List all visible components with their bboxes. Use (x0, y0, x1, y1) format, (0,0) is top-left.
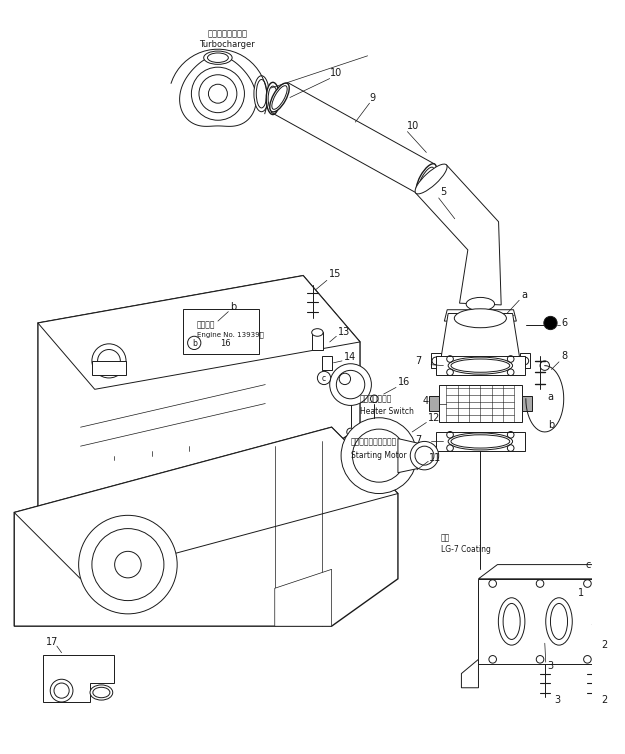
Text: 7: 7 (415, 356, 421, 366)
Text: b: b (548, 420, 554, 431)
Text: 7: 7 (415, 434, 421, 445)
Text: 12: 12 (428, 412, 441, 423)
Text: a: a (548, 392, 554, 402)
Text: ターボチャージャ: ターボチャージャ (208, 29, 248, 38)
Polygon shape (275, 569, 332, 626)
Circle shape (50, 679, 73, 702)
Polygon shape (431, 354, 441, 369)
Text: b: b (192, 339, 197, 348)
Circle shape (318, 371, 331, 385)
Text: 9: 9 (369, 93, 376, 103)
Text: b: b (230, 302, 236, 312)
Ellipse shape (415, 164, 447, 194)
Text: Heater Switch: Heater Switch (360, 406, 414, 415)
Polygon shape (42, 654, 114, 702)
Text: c: c (322, 375, 326, 383)
Text: 1: 1 (578, 588, 584, 598)
Polygon shape (441, 314, 520, 361)
Bar (312, 333, 323, 350)
Ellipse shape (270, 83, 289, 112)
Text: スターティングモータ: スターティングモータ (351, 437, 397, 446)
Ellipse shape (90, 685, 112, 700)
Text: 8: 8 (561, 351, 567, 361)
Polygon shape (479, 579, 621, 664)
Polygon shape (479, 565, 625, 579)
Text: 10: 10 (408, 121, 419, 131)
Text: 17: 17 (46, 637, 58, 647)
Ellipse shape (416, 164, 436, 195)
Ellipse shape (593, 598, 619, 645)
Ellipse shape (454, 309, 506, 328)
Text: 14: 14 (344, 352, 356, 362)
Polygon shape (38, 276, 360, 513)
Text: 6: 6 (562, 318, 568, 328)
Ellipse shape (266, 82, 279, 115)
Text: 3: 3 (554, 695, 561, 705)
Text: ヒータスイッチ: ヒータスイッチ (360, 394, 392, 403)
Text: 4: 4 (422, 396, 429, 406)
Text: 16: 16 (220, 339, 231, 348)
Text: 13: 13 (338, 327, 351, 338)
Bar (322, 356, 332, 370)
Text: 2: 2 (602, 640, 608, 650)
Text: a: a (521, 290, 527, 299)
Text: 15: 15 (329, 268, 341, 279)
Circle shape (79, 515, 177, 614)
Ellipse shape (254, 75, 269, 112)
Polygon shape (398, 439, 434, 473)
Text: 2: 2 (602, 695, 608, 705)
Ellipse shape (312, 329, 323, 336)
Text: 10: 10 (330, 68, 342, 78)
Polygon shape (522, 396, 531, 411)
Polygon shape (520, 354, 529, 369)
Polygon shape (179, 56, 256, 127)
Text: c: c (586, 559, 591, 569)
Circle shape (544, 317, 557, 329)
Text: LG-7 Coating: LG-7 Coating (441, 545, 491, 554)
Circle shape (92, 344, 126, 378)
Text: 3: 3 (548, 661, 554, 671)
Circle shape (341, 418, 417, 494)
Ellipse shape (466, 297, 494, 311)
Text: 塗布: 塗布 (441, 534, 450, 543)
Polygon shape (439, 385, 522, 422)
Polygon shape (416, 165, 501, 305)
Text: Engine No. 13939～: Engine No. 13939～ (197, 332, 264, 338)
Circle shape (188, 336, 201, 350)
Polygon shape (444, 310, 516, 321)
Polygon shape (14, 428, 398, 626)
Bar (183, 309, 259, 354)
Polygon shape (436, 432, 525, 451)
Ellipse shape (204, 51, 232, 64)
Circle shape (410, 441, 439, 470)
Text: 11: 11 (429, 453, 441, 464)
Circle shape (330, 363, 371, 406)
Polygon shape (621, 565, 625, 664)
Text: Turbocharger: Turbocharger (199, 40, 255, 49)
Text: Starting Motor: Starting Motor (351, 451, 406, 460)
Polygon shape (429, 396, 439, 411)
Text: 5: 5 (441, 187, 447, 198)
Ellipse shape (546, 598, 572, 645)
Text: 16: 16 (398, 377, 410, 387)
Polygon shape (38, 276, 360, 389)
Polygon shape (92, 361, 126, 375)
Polygon shape (461, 659, 479, 688)
Polygon shape (436, 356, 525, 375)
Circle shape (191, 67, 244, 120)
Polygon shape (14, 428, 398, 579)
Ellipse shape (498, 598, 525, 645)
Text: 適用番機: 適用番機 (197, 320, 216, 329)
